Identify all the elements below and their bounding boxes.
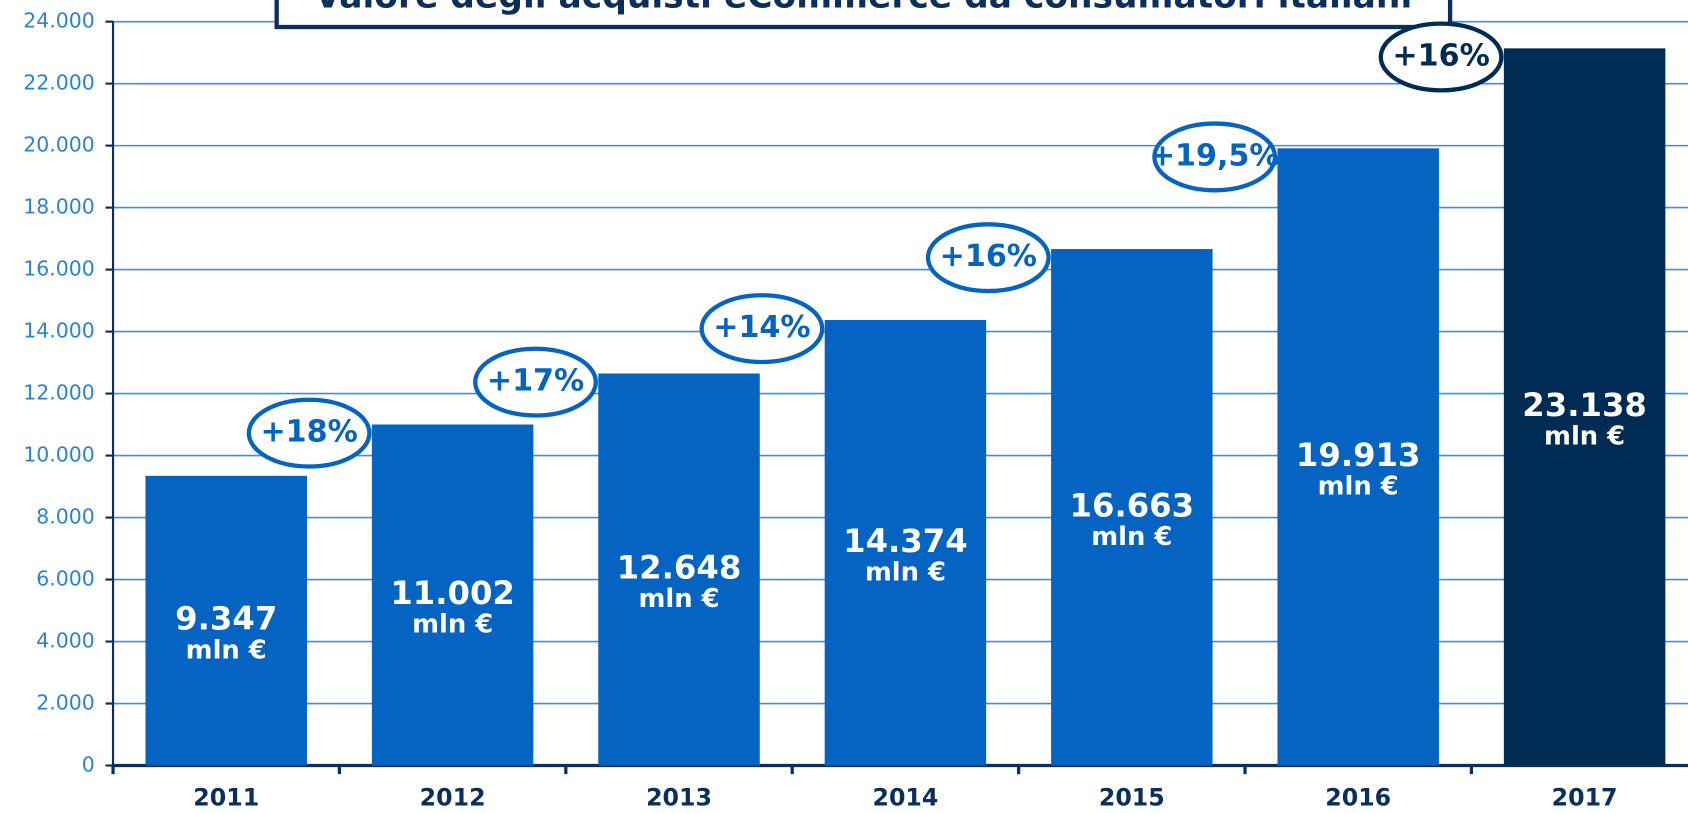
title-box <box>274 0 1453 30</box>
x-tick-label: 2014 <box>872 783 938 811</box>
x-tick-label: 2016 <box>1325 783 1391 811</box>
growth-label: +19,5% <box>1150 138 1280 173</box>
y-tick-label: 16.000 <box>23 257 95 281</box>
chart-title: Valore degli acquisti eCommerce da consu… <box>314 0 1412 16</box>
y-tick-label: 4.000 <box>36 629 95 653</box>
value-unit: mln € <box>1318 472 1399 502</box>
value-label: 23.138 <box>1522 386 1647 424</box>
growth-badge <box>246 397 372 469</box>
x-tick-label: 2015 <box>1099 783 1165 811</box>
value-label: 16.663 <box>1070 486 1195 524</box>
growth-label: +16% <box>1392 38 1489 73</box>
bar <box>1277 148 1439 766</box>
y-tick-label: 18.000 <box>23 195 95 219</box>
x-tick-label: 2012 <box>420 783 486 811</box>
y-tick-label: 14.000 <box>23 319 95 343</box>
y-tick-label: 24.000 <box>23 9 95 33</box>
growth-badge <box>473 346 598 418</box>
value-unit: mln € <box>1544 422 1625 452</box>
x-tick-label: 2013 <box>646 783 712 811</box>
growth-label: +16% <box>940 239 1037 274</box>
y-tick-label: 8.000 <box>36 505 95 529</box>
y-tick-label: 6.000 <box>36 567 95 591</box>
y-tick-label: 20.000 <box>23 133 95 157</box>
bar <box>598 373 760 766</box>
y-tick-label: 22.000 <box>23 71 95 95</box>
growth-label: +14% <box>713 310 810 345</box>
bar <box>1051 249 1213 766</box>
growth-label: +17% <box>487 364 584 399</box>
bar <box>824 319 987 766</box>
growth-label: +18% <box>260 415 357 450</box>
value-label: 9.347 <box>175 600 277 638</box>
value-unit: mln € <box>412 610 493 640</box>
growth-badge <box>1378 21 1504 93</box>
x-tick-label: 2011 <box>193 783 259 811</box>
bar <box>371 424 534 766</box>
value-unit: mln € <box>1091 522 1172 552</box>
x-tick-label: 2017 <box>1552 783 1618 811</box>
value-unit: mln € <box>186 635 267 665</box>
growth-badge <box>699 293 825 365</box>
value-label: 19.913 <box>1296 436 1421 474</box>
y-tick-label: 0 <box>82 753 95 777</box>
value-unit: mln € <box>638 584 719 614</box>
bar <box>1503 48 1666 766</box>
value-label: 11.002 <box>390 574 515 612</box>
value-label: 12.648 <box>617 549 742 587</box>
growth-badge <box>925 222 1051 294</box>
bar <box>145 475 307 766</box>
value-label: 14.374 <box>843 522 968 560</box>
growth-badge <box>1152 121 1278 193</box>
y-tick-label: 10.000 <box>23 443 95 467</box>
value-unit: mln € <box>865 557 946 587</box>
y-tick-label: 12.000 <box>23 381 95 405</box>
y-tick-label: 2.000 <box>36 691 95 715</box>
